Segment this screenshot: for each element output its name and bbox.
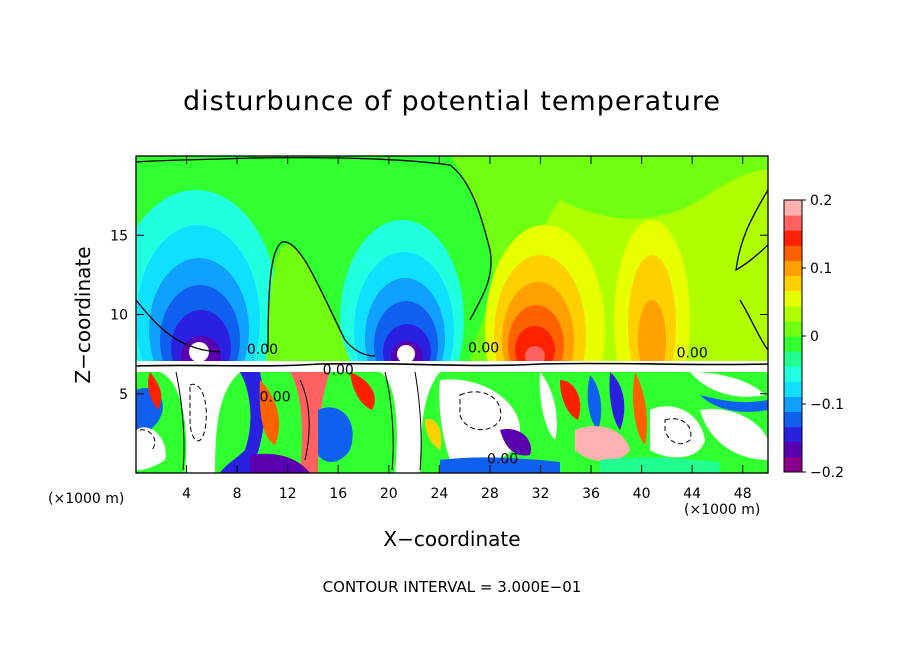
zero-contour-top [136, 157, 492, 321]
x-tick-label: 28 [481, 486, 499, 502]
zero-contour-tongue [267, 241, 376, 357]
colorbar-segment [784, 426, 802, 443]
colorbar-tick-label: −0.2 [810, 465, 844, 481]
x-tick-label: 12 [279, 486, 297, 502]
x-tick-label: 4 [182, 486, 191, 502]
contour-label: 0.00 [323, 363, 354, 379]
x-tick-label: 48 [734, 486, 752, 502]
contour-label: 0.00 [468, 341, 499, 357]
colorbar-segment [784, 396, 802, 413]
colorbar-segment [784, 366, 802, 382]
colorbar-tick-label: 0.2 [810, 193, 832, 209]
contour-label: 0.00 [259, 390, 290, 406]
x-tick-label: 40 [633, 486, 651, 502]
y-tick-label: 10 [110, 308, 128, 324]
chart-title: disturbunce of potential temperature [183, 86, 721, 117]
x-unit-label: (×1000 m) [684, 502, 761, 518]
colorbar-segment [784, 320, 802, 337]
colorbar-segment [784, 260, 802, 277]
colorbar-segment [784, 411, 802, 428]
x-tick-label: 24 [430, 486, 448, 502]
colorbar-segment [784, 381, 802, 397]
colorbar: 0.2 0.1 0 −0.1 −0.2 [783, 193, 844, 481]
colorbar-segment [784, 290, 802, 307]
colorbar-segment [784, 305, 802, 322]
colorbar-segment [784, 336, 802, 352]
colorbar-segment [784, 215, 802, 231]
x-tick-label: 16 [329, 486, 347, 502]
warm-tongue [266, 244, 350, 361]
z-unit-label: (×1000 m) [48, 491, 125, 507]
contour-label: 0.00 [487, 451, 518, 467]
turbulent-layer [136, 361, 768, 473]
colorbar-tick-label: −0.1 [810, 397, 844, 413]
contour-label: 0.00 [247, 342, 278, 358]
x-tick-label: 8 [233, 486, 242, 502]
zero-contour-right [735, 189, 768, 272]
y-tick-label: 15 [110, 228, 128, 244]
zero-contour-left [136, 299, 221, 353]
colorbar-tick-label: 0.1 [810, 261, 832, 277]
contour-label: 0.00 [677, 345, 708, 361]
y-tick-label: 5 [119, 387, 128, 403]
colorbar-segment [784, 230, 802, 246]
x-tick-label: 20 [380, 486, 398, 502]
field-region-right-edge [738, 210, 768, 361]
x-axis-label: X−coordinate [383, 527, 521, 551]
contour-interval-note: CONTOUR INTERVAL = 3.000E−01 [322, 578, 582, 596]
x-tick-label: 36 [582, 486, 600, 502]
y-axis: 5 10 15 [110, 228, 768, 403]
x-axis: 4 8 12 16 20 24 28 32 36 40 44 48 [182, 156, 752, 502]
colorbar-segment [784, 351, 802, 367]
colorbar-segment [784, 275, 802, 292]
colorbar-segment [784, 245, 802, 261]
colorbar-segment [784, 200, 802, 216]
colorbar-segment [784, 456, 802, 473]
colorbar-segment [784, 441, 802, 458]
x-tick-label: 32 [532, 486, 550, 502]
x-tick-label: 44 [683, 486, 701, 502]
colorbar-tick-label: 0 [810, 329, 819, 345]
contour-labels: 0.00 0.00 0.00 0.00 0.00 0.00 [247, 341, 708, 468]
